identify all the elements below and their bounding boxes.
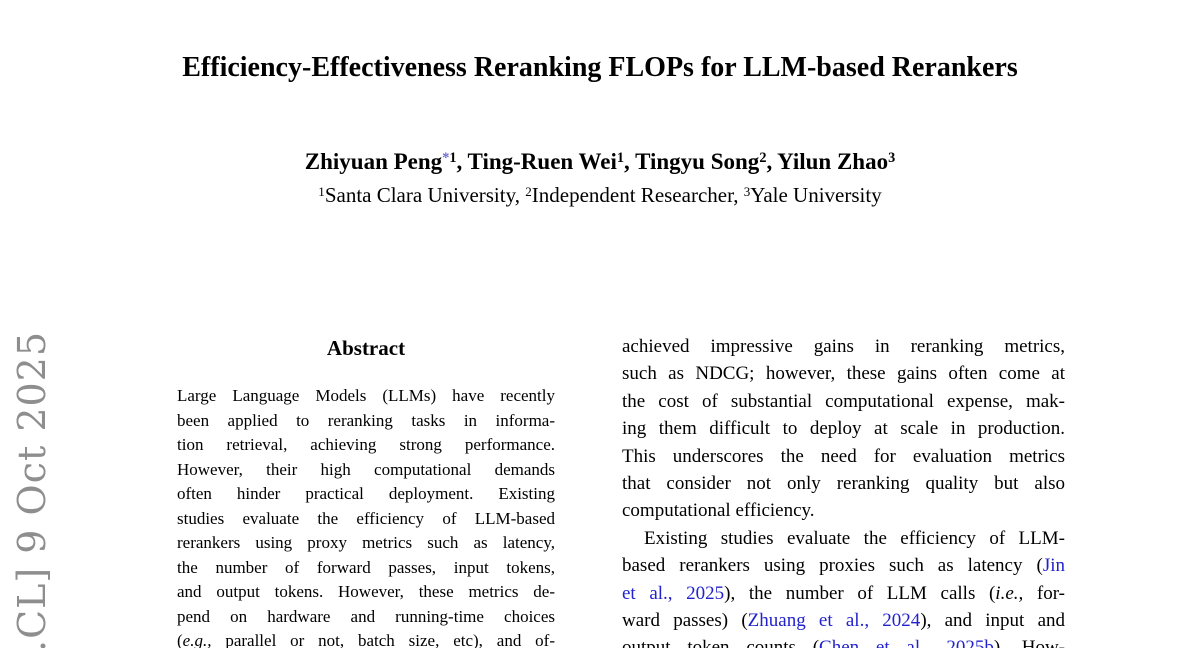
text-run: Independent Researcher, bbox=[531, 183, 744, 207]
text-line: based rerankers using proxies such as la… bbox=[622, 552, 1065, 579]
text-run: ), the number of LLM calls ( bbox=[724, 582, 996, 604]
text-run: based rerankers using proxies such as la… bbox=[622, 555, 1043, 577]
superscript: 1 bbox=[616, 150, 624, 167]
superscript: 3 bbox=[743, 183, 751, 199]
text-run: Santa Clara University, bbox=[324, 183, 526, 207]
text-line: achieved impressive gains in reranking m… bbox=[622, 336, 1065, 357]
text-line: rerankers using proxy metrics such as la… bbox=[177, 533, 555, 552]
citation-link[interactable]: Zhuang et al., 2024 bbox=[747, 610, 921, 632]
text-line: studies evaluate the efficiency of LLM-b… bbox=[177, 508, 555, 528]
citation-link[interactable]: Chen et al., 2025b bbox=[819, 637, 994, 648]
text-run: Zhiyuan Peng bbox=[304, 149, 443, 174]
right-column: achieved impressive gains in reranking m… bbox=[622, 333, 1065, 648]
text-line: often hinder practical deployment. Exist… bbox=[177, 484, 555, 503]
text-line: the number of forward passes, input toke… bbox=[177, 557, 555, 577]
text-line: et al., 2025), the number of LLM calls (… bbox=[622, 580, 1065, 607]
text-line: been applied to reranking tasks in infor… bbox=[177, 410, 555, 430]
text-line: tion retrieval, achieving strong perform… bbox=[177, 435, 555, 454]
abstract-column: Large Language Models (LLMs) have recent… bbox=[177, 384, 555, 648]
paper-title: Efficiency-Effectiveness Reranking FLOPs… bbox=[182, 52, 1018, 83]
text-line: Existing studies evaluate the efficiency… bbox=[644, 527, 1065, 549]
citation-link[interactable]: et al., 2025 bbox=[622, 582, 725, 604]
text-line: However, their high computational demand… bbox=[177, 459, 555, 479]
text-line: This underscores the need for evaluation… bbox=[622, 445, 1065, 467]
superscript: 3 bbox=[888, 150, 896, 167]
byline-block: Zhiyuan Peng*1, Ting-Ruen Wei1, Tingyu S… bbox=[0, 147, 1200, 213]
text-run: ( bbox=[177, 631, 183, 648]
superscript: 1 bbox=[449, 150, 457, 167]
abstract-heading: Abstract bbox=[326, 336, 406, 360]
text-line: such as NDCG; however, these gains often… bbox=[622, 363, 1065, 385]
text-run: Yale University bbox=[750, 183, 882, 207]
text-line: computational efficiency. bbox=[622, 500, 815, 522]
text-line: output token counts (Chen et al., 2025b)… bbox=[622, 634, 1065, 648]
text-line: and output tokens. However, these metric… bbox=[177, 582, 555, 601]
authors-line: Zhiyuan Peng*1, Ting-Ruen Wei1, Tingyu S… bbox=[0, 147, 1200, 180]
text-line: (e.g., parallel or not, batch size, etc)… bbox=[177, 629, 555, 648]
text-run: , Tingyu Song bbox=[623, 149, 760, 174]
text-run: parallel or not, batch size, etc), and o… bbox=[211, 631, 555, 648]
text-run: e.g., bbox=[182, 631, 212, 648]
text-line: that consider not only reranking quality… bbox=[622, 473, 1065, 495]
arxiv-watermark: .CL] 9 Oct 2025 bbox=[10, 330, 54, 648]
text-run: , Ting-Ruen Wei bbox=[456, 149, 617, 174]
affiliations-line: 1Santa Clara University, 2Independent Re… bbox=[0, 180, 1200, 213]
superscript: 2 bbox=[525, 183, 532, 199]
text-line: pend on hardware and running-time choice… bbox=[177, 606, 555, 626]
text-run: ward passes) ( bbox=[622, 610, 748, 632]
text-run: ), and input and bbox=[920, 610, 1065, 632]
text-line: ing them difficult to deploy at scale in… bbox=[622, 418, 1065, 440]
superscript: 2 bbox=[759, 150, 767, 167]
text-line: Large Language Models (LLMs) have recent… bbox=[177, 386, 555, 405]
text-line: ward passes) (Zhuang et al., 2024), and … bbox=[622, 607, 1065, 634]
citation-link[interactable]: Jin bbox=[1042, 555, 1065, 577]
text-run: , Yilun Zhao bbox=[766, 149, 889, 174]
superscript: 1 bbox=[318, 183, 325, 199]
text-run: ). How- bbox=[993, 637, 1066, 648]
text-line: the cost of substantial computational ex… bbox=[622, 390, 1065, 412]
text-run: i.e., bbox=[995, 582, 1024, 604]
text-run: for- bbox=[1023, 582, 1065, 604]
text-run: output token counts ( bbox=[622, 637, 820, 648]
footnote-asterisk-link[interactable]: * bbox=[442, 150, 450, 167]
